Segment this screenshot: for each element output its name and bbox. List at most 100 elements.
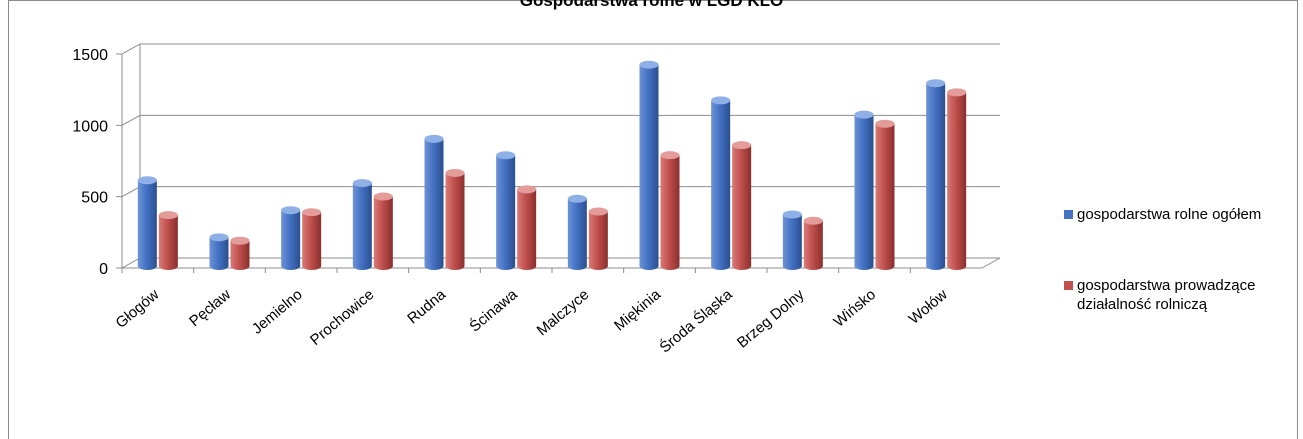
bar-total [424, 134, 444, 270]
bar-body [352, 183, 372, 266]
bar-top [588, 207, 608, 216]
bar-top [639, 60, 659, 69]
x-tick-label: Prochowice [307, 286, 377, 349]
bar-top [947, 88, 967, 97]
bar-total [496, 151, 516, 270]
bar-total [639, 60, 659, 270]
bar-total [926, 79, 946, 270]
bar-body [209, 237, 229, 266]
bar-base [517, 262, 537, 270]
x-tick-label: Głogów [113, 286, 163, 332]
bar-top [732, 141, 752, 150]
bar-base [230, 262, 250, 270]
bar-base [854, 262, 874, 270]
gridline-depth [121, 186, 141, 198]
bar-top [209, 233, 229, 242]
legend-swatch-blue [1064, 210, 1073, 219]
bar-active [517, 185, 537, 270]
bar-base [158, 262, 178, 270]
bar-body [639, 64, 659, 267]
bar-total [137, 176, 157, 270]
bar-body [445, 172, 465, 266]
bar-top [517, 185, 537, 194]
bar-total [352, 179, 372, 270]
bar-base [926, 262, 946, 270]
bar-base [445, 262, 465, 270]
bar-base [352, 262, 372, 270]
bar-active [302, 208, 322, 270]
gridline-depth [121, 257, 141, 269]
bar-active [803, 216, 823, 270]
bar-base [567, 262, 587, 270]
legend: gospodarstwa rolne ogółem gospodarstwa p… [1064, 205, 1299, 314]
bar-top [875, 119, 895, 128]
bar-body [732, 145, 752, 266]
bar-active [158, 211, 178, 270]
bar-total [854, 110, 874, 270]
x-tick-label: Środa Śląska [656, 285, 736, 357]
legend-swatch-red [1064, 281, 1073, 290]
bar-body [567, 198, 587, 266]
x-tick-label: Ścinawa [466, 285, 522, 336]
bar-body [424, 138, 444, 266]
bar-top [567, 194, 587, 203]
bar-active [875, 119, 895, 270]
bar-base [281, 262, 301, 270]
bar-top [660, 151, 680, 160]
y-tick-label: 1000 [72, 118, 108, 135]
gridline-depth [121, 114, 141, 126]
bar-base [137, 262, 157, 270]
bar-top [711, 96, 731, 105]
x-tick-label: Pęcław [186, 286, 234, 330]
bar-body [373, 196, 393, 266]
bar-base [373, 262, 393, 270]
bar-active [947, 88, 967, 270]
bar-top [926, 79, 946, 88]
y-tick-label: 500 [81, 190, 108, 207]
bar-body [158, 215, 178, 266]
bar-base [424, 262, 444, 270]
bar-top [352, 179, 372, 188]
bar-body [926, 83, 946, 267]
bar-body [230, 240, 250, 266]
bar-top [137, 176, 157, 185]
bar-top [302, 208, 322, 217]
bar-body [281, 210, 301, 266]
bar-active [373, 192, 393, 270]
bar-base [639, 262, 659, 270]
bar-body [947, 92, 967, 266]
x-tick-label: Rudna [404, 286, 449, 328]
bar-top [803, 216, 823, 225]
bar-active [660, 151, 680, 270]
bar-top [496, 151, 516, 160]
bar-active [445, 168, 465, 270]
x-tick-label: Brzeg Dolny [734, 286, 808, 352]
bar-top [281, 206, 301, 215]
x-tick-label: Wińsko [830, 286, 879, 331]
bar-base [588, 262, 608, 270]
y-tick-label: 1500 [72, 47, 108, 64]
bar-top [854, 110, 874, 119]
bar-body [875, 123, 895, 266]
bar-top [782, 210, 802, 219]
bar-body [660, 155, 680, 266]
bar-body [803, 220, 823, 266]
legend-label: gospodarstwa rolne ogółem [1077, 206, 1262, 223]
bar-body [711, 100, 731, 266]
bar-body [496, 155, 516, 266]
x-tick-label: Malczyce [534, 286, 593, 339]
bar-body [302, 212, 322, 266]
x-tick-label: Wołów [906, 286, 951, 328]
bar-body [588, 211, 608, 266]
bar-active [588, 207, 608, 270]
bar-base [782, 262, 802, 270]
bar-body [517, 189, 537, 266]
bar-body [137, 180, 157, 266]
floor-right-edge [981, 257, 1001, 269]
bar-body [854, 114, 874, 266]
bar-total [711, 96, 731, 270]
bar-total [281, 206, 301, 270]
bar-top [158, 211, 178, 220]
bar-active [230, 236, 250, 270]
